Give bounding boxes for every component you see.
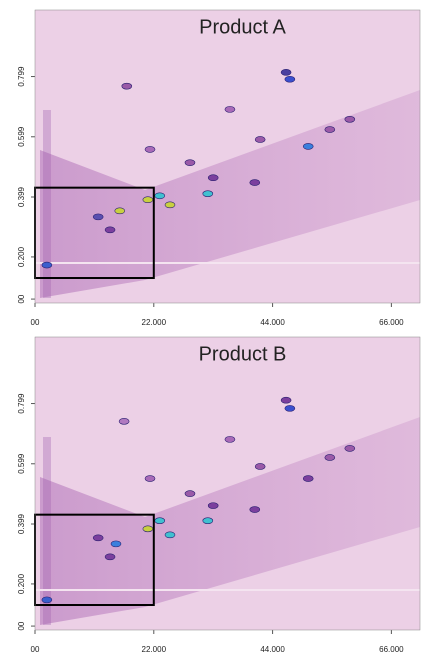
plot-frame [34,9,421,304]
x-tick-label: 00 [31,645,40,654]
spot [254,463,266,470]
spot [104,553,116,561]
x-tick-label: 22.000 [142,318,167,327]
spot [118,418,130,425]
spot [249,179,261,186]
spot [41,596,53,604]
spot [142,196,154,204]
x-tick-label: 00 [31,318,40,327]
spot [41,261,53,269]
spot [284,405,296,412]
chart-title: Product A [199,16,286,38]
spot [207,502,219,509]
spot [164,201,176,209]
spot [324,126,336,133]
spot [110,540,122,548]
spot [254,136,266,143]
x-tick-label: 22.000 [142,645,167,654]
spot [302,143,314,150]
x-tick-label: 66.000 [379,318,404,327]
spot [164,531,176,539]
y-tick-label: 0.799 [17,66,26,87]
y-tick-label: 0.399 [17,186,26,207]
spot [224,106,236,113]
y-tick-label: 0.599 [17,453,26,474]
spot [344,116,356,123]
spot [302,475,314,482]
y-tick-label: 0.599 [17,126,26,147]
spot [280,69,292,76]
streak [43,110,51,298]
spot [104,226,116,234]
y-tick-label: 0.200 [17,573,26,594]
spot [224,436,236,443]
spot [280,396,292,404]
plot-frame [34,336,421,631]
y-tick-label: 0.200 [17,246,26,267]
x-tick-label: 66.000 [379,645,404,654]
spot [207,174,219,182]
spot [324,454,336,461]
spot [121,82,133,90]
spot [92,213,104,221]
spot [202,190,214,197]
spot [249,506,261,513]
plume [40,90,420,298]
y-tick-label: 00 [17,294,26,303]
spot [144,475,156,482]
spot [114,207,126,215]
spot [344,445,356,452]
spot [284,75,296,83]
y-tick-label: 00 [17,621,26,630]
spot [92,534,104,542]
plume [40,417,420,625]
x-tick-label: 44.000 [260,645,285,654]
spot [184,490,196,497]
spot [154,192,166,200]
y-tick-label: 0.799 [17,393,26,414]
chart-title: Product B [199,343,287,365]
spot [144,146,156,153]
x-tick-label: 44.000 [260,318,285,327]
y-tick-label: 0.399 [17,513,26,534]
spot [142,525,154,533]
spot [154,517,166,524]
spot [184,159,196,166]
spot [202,517,214,524]
streak [43,437,51,625]
